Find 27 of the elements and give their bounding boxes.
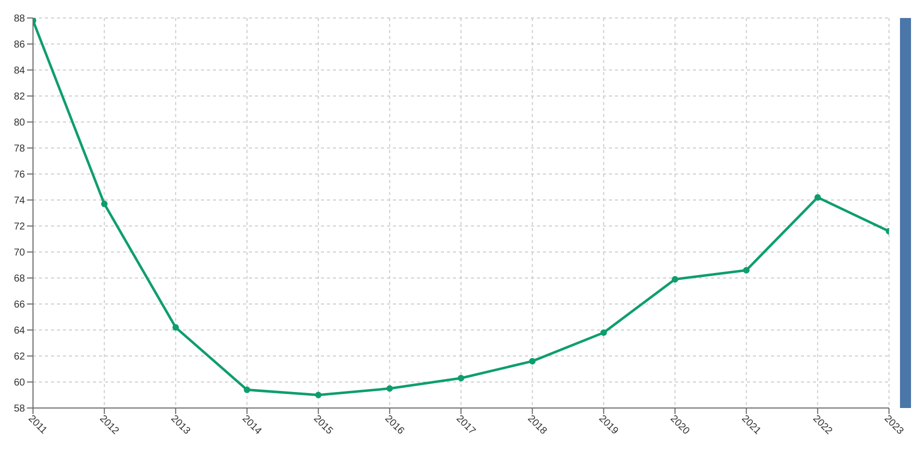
y-tick-label: 68 <box>14 274 26 285</box>
y-tick-label: 64 <box>14 326 26 337</box>
point <box>458 374 464 382</box>
point <box>172 324 179 331</box>
y-tick-label: 72 <box>14 222 26 233</box>
point <box>101 200 108 208</box>
y-tick-label: 88 <box>14 14 26 25</box>
point <box>600 329 607 336</box>
y-tick-label: 70 <box>14 248 26 259</box>
y-tick-label: 78 <box>14 144 26 155</box>
point <box>386 385 393 392</box>
y-tick-label: 84 <box>14 66 26 77</box>
point <box>244 386 250 394</box>
y-tick-label: 60 <box>14 378 26 389</box>
y-tick-label: 66 <box>14 300 26 311</box>
y-tick-label: 62 <box>14 352 26 363</box>
point <box>529 358 536 364</box>
point <box>814 194 821 201</box>
y-tick-label: 80 <box>14 118 26 129</box>
point <box>743 266 750 274</box>
point <box>315 392 322 398</box>
y-tick-label: 86 <box>14 40 26 51</box>
y-tick-label: 58 <box>14 404 26 415</box>
y-tick-label: 82 <box>14 92 26 103</box>
y-tick-label: 76 <box>14 170 26 181</box>
point <box>672 276 678 283</box>
y-tick-label: 74 <box>14 196 26 207</box>
